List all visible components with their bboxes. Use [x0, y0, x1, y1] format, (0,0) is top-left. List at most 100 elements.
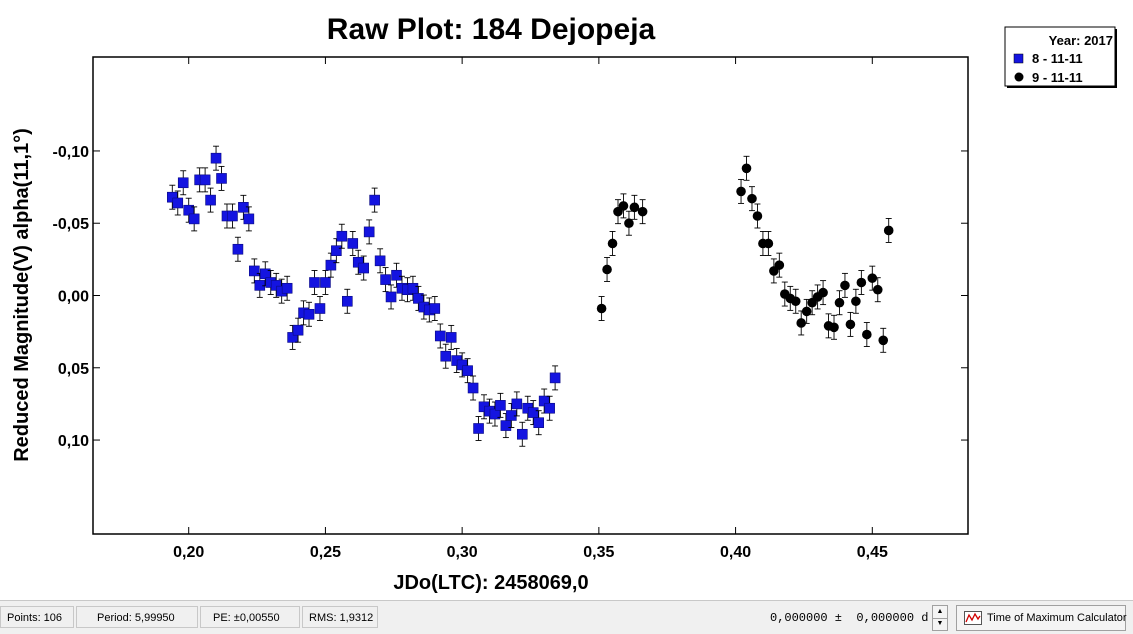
y-tick-label: -0,10 [53, 144, 90, 161]
data-point-square [281, 282, 293, 294]
legend-circle-marker [1014, 72, 1024, 82]
data-point-square [369, 194, 380, 206]
points-status: Points: 106 [0, 606, 74, 628]
data-point-circle [851, 296, 861, 307]
calc-button-label: Time of Maximum Calculator [987, 612, 1127, 624]
data-point-circle [790, 296, 801, 307]
data-point-circle [596, 303, 607, 314]
data-point-circle [883, 225, 894, 236]
spin-down-icon[interactable]: ▼ [936, 620, 944, 627]
plot-frame [92, 56, 969, 535]
rms-status: RMS: 1,9312 [302, 606, 378, 628]
data-point-square [495, 400, 506, 411]
y-tick-label: 0,05 [58, 361, 89, 378]
legend: Year: 2017 8 - 11-11 9 - 11-11 [1004, 26, 1117, 88]
spin-up-icon[interactable]: ▲ [933, 606, 947, 619]
data-point-square [445, 332, 457, 343]
x-tick-label: 0,25 [310, 544, 341, 561]
data-point-circle [763, 238, 774, 249]
data-point-circle [834, 297, 845, 308]
chart-svg: Raw Plot: 184 Dejopeja 0,20 0,25 0,30 0,35 0… [11, 13, 1117, 594]
data-point-square [210, 152, 222, 164]
data-point-square [462, 365, 473, 376]
data-point-square [188, 213, 200, 225]
data-point-square [331, 245, 342, 256]
data-point-circle [736, 186, 746, 197]
legend-entry-1: 8 - 11-11 [1032, 51, 1083, 66]
data-point-square [380, 274, 391, 285]
data-point-square [467, 382, 479, 394]
data-point-square [270, 280, 282, 291]
data-point-square [336, 230, 348, 242]
data-point-square [259, 268, 271, 280]
data-point-square [407, 282, 419, 294]
data-point-circle [829, 322, 839, 333]
data-point-square [363, 226, 375, 238]
data-point-square [456, 359, 468, 371]
x-tick-label: 0,45 [857, 544, 888, 561]
data-point-circle [872, 284, 883, 295]
data-point-square [309, 277, 320, 288]
data-point-circle [741, 163, 752, 174]
data-point-square [511, 398, 523, 410]
x-tick-label: 0,35 [583, 544, 614, 561]
data-point-square [440, 350, 452, 362]
data-point-square [347, 238, 359, 249]
legend-entry-2: 9 - 11-11 [1032, 70, 1083, 85]
y-tick-label: -0,05 [53, 216, 90, 233]
data-point-square [527, 407, 539, 418]
data-point-square [391, 269, 402, 281]
data-point-square [413, 293, 424, 304]
legend-title: Year: 2017 [1049, 33, 1113, 48]
data-point-circle [845, 319, 856, 330]
data-point-circle [818, 287, 828, 298]
data-point-square [303, 308, 315, 320]
data-point-square [243, 213, 255, 225]
data-point-square [500, 420, 512, 431]
chart-curve-icon [964, 611, 982, 625]
data-point-square [538, 395, 550, 407]
status-bar: Points: 106 Period: 5,99950 PE: ±0,00550… [0, 600, 1133, 634]
time-value-field[interactable]: 0,000000 ± 0,000000 d [770, 611, 929, 625]
data-point-circle [607, 238, 618, 249]
data-point-circle [752, 211, 763, 221]
data-point-square [314, 303, 326, 314]
data-point-square [489, 408, 501, 420]
y-tick-label: 0,10 [58, 433, 89, 450]
data-point-square [199, 174, 211, 186]
data-point-square [325, 259, 337, 271]
data-point-square [205, 194, 216, 206]
x-axis-label: JDo(LTC): 2458069,0 [393, 572, 588, 594]
data-point-square [249, 265, 260, 277]
data-point-circle [801, 306, 812, 317]
data-point-square [385, 291, 397, 303]
data-point-square [352, 256, 364, 268]
pe-status: PE: ±0,00550 [200, 606, 300, 628]
data-point-circle [878, 335, 889, 346]
y-tick-label: 0,00 [58, 289, 89, 306]
data-point-circle [629, 202, 640, 213]
data-point-square [292, 324, 304, 336]
data-point-square [533, 417, 545, 429]
data-point-square [434, 330, 446, 342]
data-point-circle [856, 277, 867, 288]
time-of-maximum-calculator-button[interactable]: Time of Maximum Calculator [956, 605, 1127, 631]
chart-area: Raw Plot: 184 Dejopeja 0,20 0,25 0,30 0,35 0… [11, 13, 1117, 594]
data-point-square [341, 295, 353, 307]
y-axis-label: Reduced Magnitude(V) alpha(11,1°) [11, 128, 33, 462]
data-point-circle [867, 273, 878, 283]
data-point-square [166, 191, 178, 203]
data-point-circle [624, 218, 634, 229]
data-point-square [216, 173, 227, 184]
data-point-square [358, 262, 370, 274]
data-point-circle [602, 264, 612, 275]
data-point-square [516, 428, 528, 440]
data-point-square [549, 372, 561, 384]
chart-title: Raw Plot: 184 Dejopeja [327, 13, 656, 46]
time-spinner[interactable]: ▲ ▼ [932, 605, 948, 631]
data-point-square [429, 303, 441, 314]
legend-square-marker [1013, 53, 1024, 64]
data-point-square [232, 243, 244, 255]
data-point-circle [747, 193, 757, 204]
data-point-circle [618, 201, 629, 211]
